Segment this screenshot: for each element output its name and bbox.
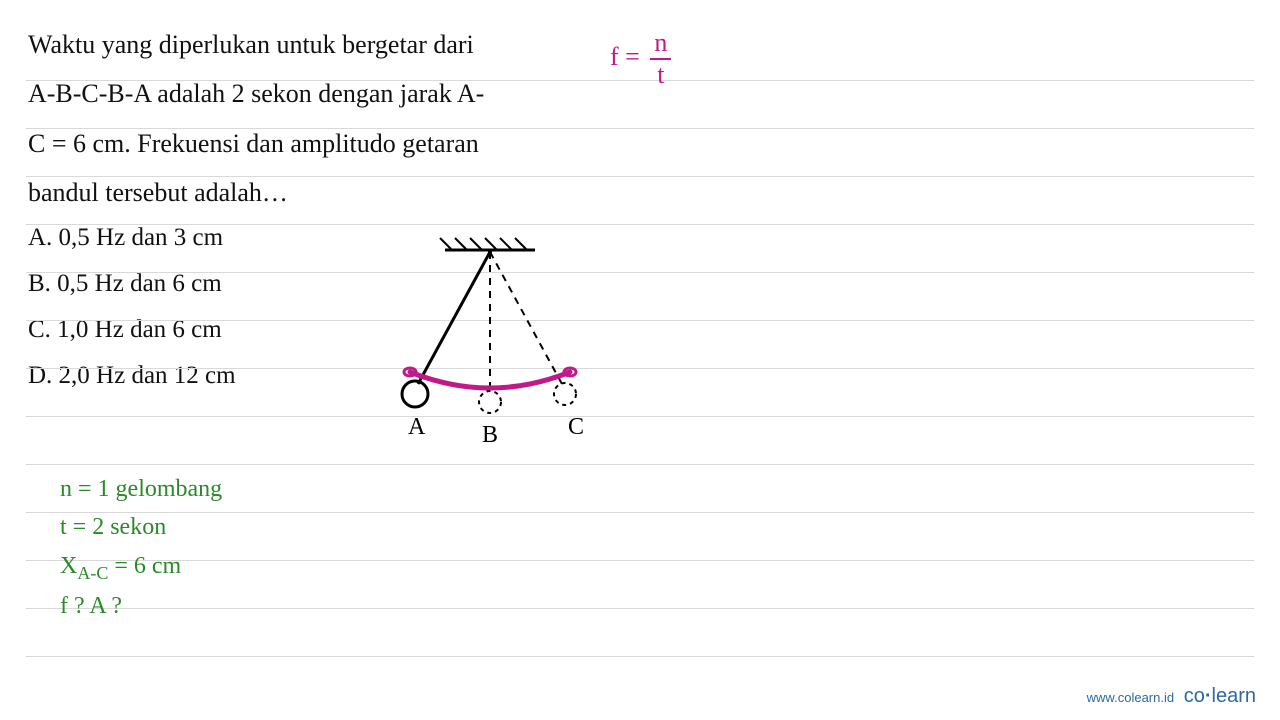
worksheet-page: Waktu yang diperlukan untuk bergetar dar… xyxy=(0,0,1280,720)
option-d: D. 2,0 Hz dan 12 cm xyxy=(28,362,1252,390)
given-values: n = 1 gelombang t = 2 sekon XA-C = 6 cm … xyxy=(60,470,222,626)
question-line-4: bandul tersebut adalah… xyxy=(28,168,628,217)
question-line-2: A-B-C-B-A adalah 2 sekon dengan jarak A- xyxy=(28,69,628,118)
question-line-1: Waktu yang diperlukan untuk bergetar dar… xyxy=(28,20,628,69)
question-text: Waktu yang diperlukan untuk bergetar dar… xyxy=(28,20,628,218)
diagram-label-a: A xyxy=(408,414,426,440)
option-a: A. 0,5 Hz dan 3 cm xyxy=(28,224,1252,252)
formula-f-label: f = xyxy=(610,42,640,71)
question-line-3: C = 6 cm. Frekuensi dan amplitudo getara… xyxy=(28,119,628,168)
watermark-brand: co·learn xyxy=(1184,685,1256,707)
given-x: XA-C = 6 cm xyxy=(60,547,222,588)
formula-numerator: n xyxy=(650,30,671,60)
watermark-url: www.colearn.id xyxy=(1087,690,1174,705)
given-t: t = 2 sekon xyxy=(60,508,222,546)
given-n: n = 1 gelombang xyxy=(60,470,222,508)
option-b: B. 0,5 Hz dan 6 cm xyxy=(28,270,1252,298)
pendulum-svg: A B C xyxy=(370,232,630,452)
formula-fraction: n t xyxy=(650,30,671,88)
pendulum-diagram: A B C xyxy=(370,232,630,452)
diagram-label-b: B xyxy=(482,422,498,448)
formula-frequency: f = n t xyxy=(610,30,671,88)
watermark: www.colearn.id co·learn xyxy=(1087,685,1256,708)
formula-denominator: t xyxy=(650,60,671,88)
given-question: f ? A ? xyxy=(60,587,222,625)
answer-options: A. 0,5 Hz dan 3 cm B. 0,5 Hz dan 6 cm C.… xyxy=(28,224,1252,390)
diagram-label-c: C xyxy=(568,414,584,440)
option-c: C. 1,0 Hz dan 6 cm xyxy=(28,316,1252,344)
